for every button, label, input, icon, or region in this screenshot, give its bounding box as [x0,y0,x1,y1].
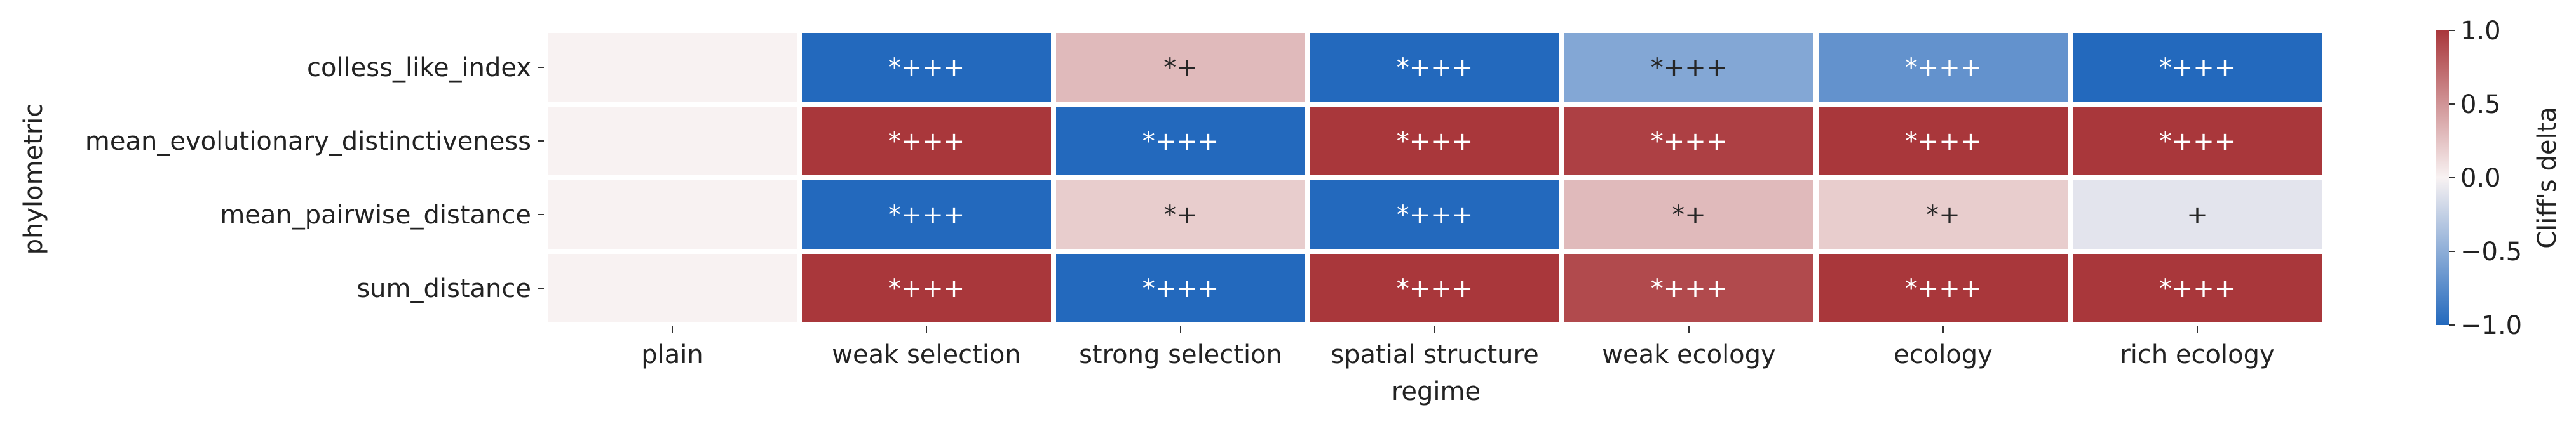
x-tick-label: weak selection [832,340,1021,369]
y-tick-labels: colless_like_index mean_evolutionary_dist… [85,53,544,303]
heatmap-cell [1559,249,1819,328]
cell-annotation: *+ [1163,201,1198,230]
heatmap-cell [1813,249,2073,328]
cell-annotation: *+++ [1905,127,1982,156]
colorbar-tick-label: 0.5 [2460,90,2501,119]
heatmap-cell [2068,28,2327,107]
cell-annotation: *+++ [1905,274,1982,303]
heatmap-cell [1051,175,1310,254]
heatmap-cell [543,28,802,107]
y-tick-label: mean_evolutionary_distinctiveness [85,127,531,156]
cell-annotation: *+++ [1651,274,1728,303]
cell-annotation: *+++ [1397,53,1474,83]
y-axis-label: phylometric [19,103,48,255]
heatmap-cell [2068,102,2327,180]
heatmap-cell [1559,175,1819,254]
heatmap-cell [1559,102,1819,180]
y-tick-label: sum_distance [356,274,531,303]
x-tick-label: strong selection [1079,340,1282,369]
cell-annotation: *+++ [1651,127,1728,156]
x-tick-label: weak ecology [1602,340,1775,369]
cell-annotation: *+ [1926,201,1960,230]
x-tick-label: spatial structure [1331,340,1538,369]
x-tick-labels: plain weak selection strong selection spati… [641,326,2275,369]
y-tick-label: colless_like_index [307,53,531,83]
colorbar [2436,30,2449,325]
heatmap-cell [1813,175,2073,254]
cell-annotation: *+++ [888,201,965,230]
colorbar-tick-label: 1.0 [2460,17,2501,46]
cell-annotation: *+++ [1905,53,1982,83]
x-tick-label: rich ecology [2120,340,2274,369]
colorbar-label: Cliff's delta [2533,107,2562,249]
cell-annotation: *+++ [2159,53,2236,83]
colorbar-ticks: 1.0 0.5 0.0 −0.5 −1.0 [2449,17,2522,340]
cell-annotation: *+++ [1651,53,1728,83]
cell-annotation: *+++ [888,53,965,83]
heatmap-cell [543,102,802,180]
x-tick-label: plain [641,340,703,369]
y-tick-label: mean_pairwise_distance [220,201,531,230]
heatmap-cells: *+++ *+ *+++ *+++ *+++ *+++ *+++ *+++ *+++ *+++ *+… [543,28,2327,328]
cell-annotation: *+ [1672,201,1706,230]
cell-annotation: *+++ [1397,127,1474,156]
cell-annotation: *+++ [1397,201,1474,230]
colorbar-tick-label: −1.0 [2460,311,2522,340]
x-axis-label: regime [1392,377,1481,406]
cell-annotation: *+++ [2159,274,2236,303]
cell-annotation: *+++ [1142,127,1219,156]
heatmap-cell [2068,249,2327,328]
cell-annotation: *+++ [888,127,965,156]
cell-annotation: + [2186,201,2208,230]
colorbar-tick-label: 0.0 [2460,164,2501,193]
heatmap-cell [543,249,802,328]
heatmap-cell [1051,102,1310,180]
x-tick-label: ecology [1894,340,1993,369]
colorbar-tick-label: −0.5 [2460,237,2522,267]
heatmap-cell [797,249,1056,328]
heatmap-cell [1051,249,1310,328]
heatmap-cell [543,175,802,254]
heatmap-cell [1305,249,1564,328]
cell-annotation: *+ [1163,53,1198,83]
cell-annotation: *+++ [888,274,965,303]
cell-annotation: *+++ [2159,127,2236,156]
cell-annotation: *+++ [1142,274,1219,303]
cell-annotation: *+++ [1397,274,1474,303]
